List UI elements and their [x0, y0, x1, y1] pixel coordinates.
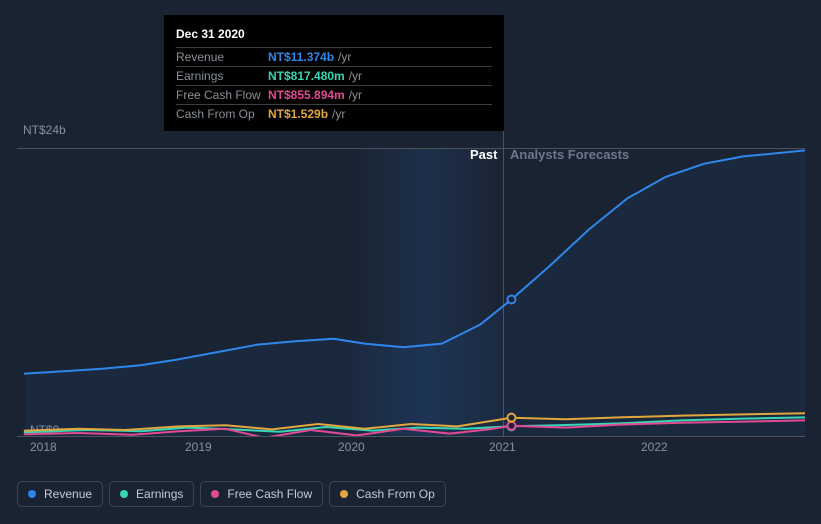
legend-label: Revenue — [44, 487, 92, 501]
legend-dot-icon — [211, 490, 219, 498]
legend-item-fcf[interactable]: Free Cash Flow — [200, 481, 323, 507]
x-tick-label: 2018 — [30, 440, 57, 454]
tooltip-label: Free Cash Flow — [176, 88, 268, 102]
legend-dot-icon — [340, 490, 348, 498]
tooltip-value: NT$11.374b — [268, 50, 334, 64]
legend-dot-icon — [120, 490, 128, 498]
legend-item-cfo[interactable]: Cash From Op — [329, 481, 446, 507]
tooltip-suffix: /yr — [349, 88, 362, 102]
y-tick-label: NT$24b — [23, 123, 66, 137]
tooltip-date: Dec 31 2020 — [176, 23, 492, 48]
tooltip-label: Cash From Op — [176, 107, 268, 121]
tooltip-row: Cash From OpNT$1.529b/yr — [176, 105, 492, 123]
tooltip-rows: RevenueNT$11.374b/yrEarningsNT$817.480m/… — [176, 48, 492, 123]
tooltip-row: Free Cash FlowNT$855.894m/yr — [176, 86, 492, 105]
x-tick-label: 2022 — [641, 440, 668, 454]
tooltip-value: NT$855.894m — [268, 88, 345, 102]
chart-plot[interactable] — [17, 148, 805, 436]
tooltip-label: Earnings — [176, 69, 268, 83]
marker-revenue — [507, 296, 515, 304]
tooltip-value: NT$817.480m — [268, 69, 345, 83]
tooltip-suffix: /yr — [349, 69, 362, 83]
legend: Revenue Earnings Free Cash Flow Cash From O… — [17, 481, 446, 507]
tooltip-row: EarningsNT$817.480m/yr — [176, 67, 492, 86]
legend-item-earnings[interactable]: Earnings — [109, 481, 194, 507]
x-tick-label: 2019 — [185, 440, 212, 454]
legend-label: Earnings — [136, 487, 183, 501]
legend-label: Cash From Op — [356, 487, 435, 501]
tooltip-label: Revenue — [176, 50, 268, 64]
tooltip-value: NT$1.529b — [268, 107, 328, 121]
marker-cfo — [507, 414, 515, 422]
x-axis-line — [17, 436, 805, 437]
marker-fcf — [507, 422, 515, 430]
legend-dot-icon — [28, 490, 36, 498]
chart-tooltip: Dec 31 2020 RevenueNT$11.374b/yrEarnings… — [164, 15, 504, 131]
legend-item-revenue[interactable]: Revenue — [17, 481, 103, 507]
legend-label: Free Cash Flow — [227, 487, 312, 501]
x-tick-label: 2021 — [489, 440, 516, 454]
x-tick-label: 2020 — [338, 440, 365, 454]
tooltip-suffix: /yr — [338, 50, 351, 64]
tooltip-suffix: /yr — [332, 107, 345, 121]
tooltip-row: RevenueNT$11.374b/yr — [176, 48, 492, 67]
revenue-area — [25, 150, 805, 436]
